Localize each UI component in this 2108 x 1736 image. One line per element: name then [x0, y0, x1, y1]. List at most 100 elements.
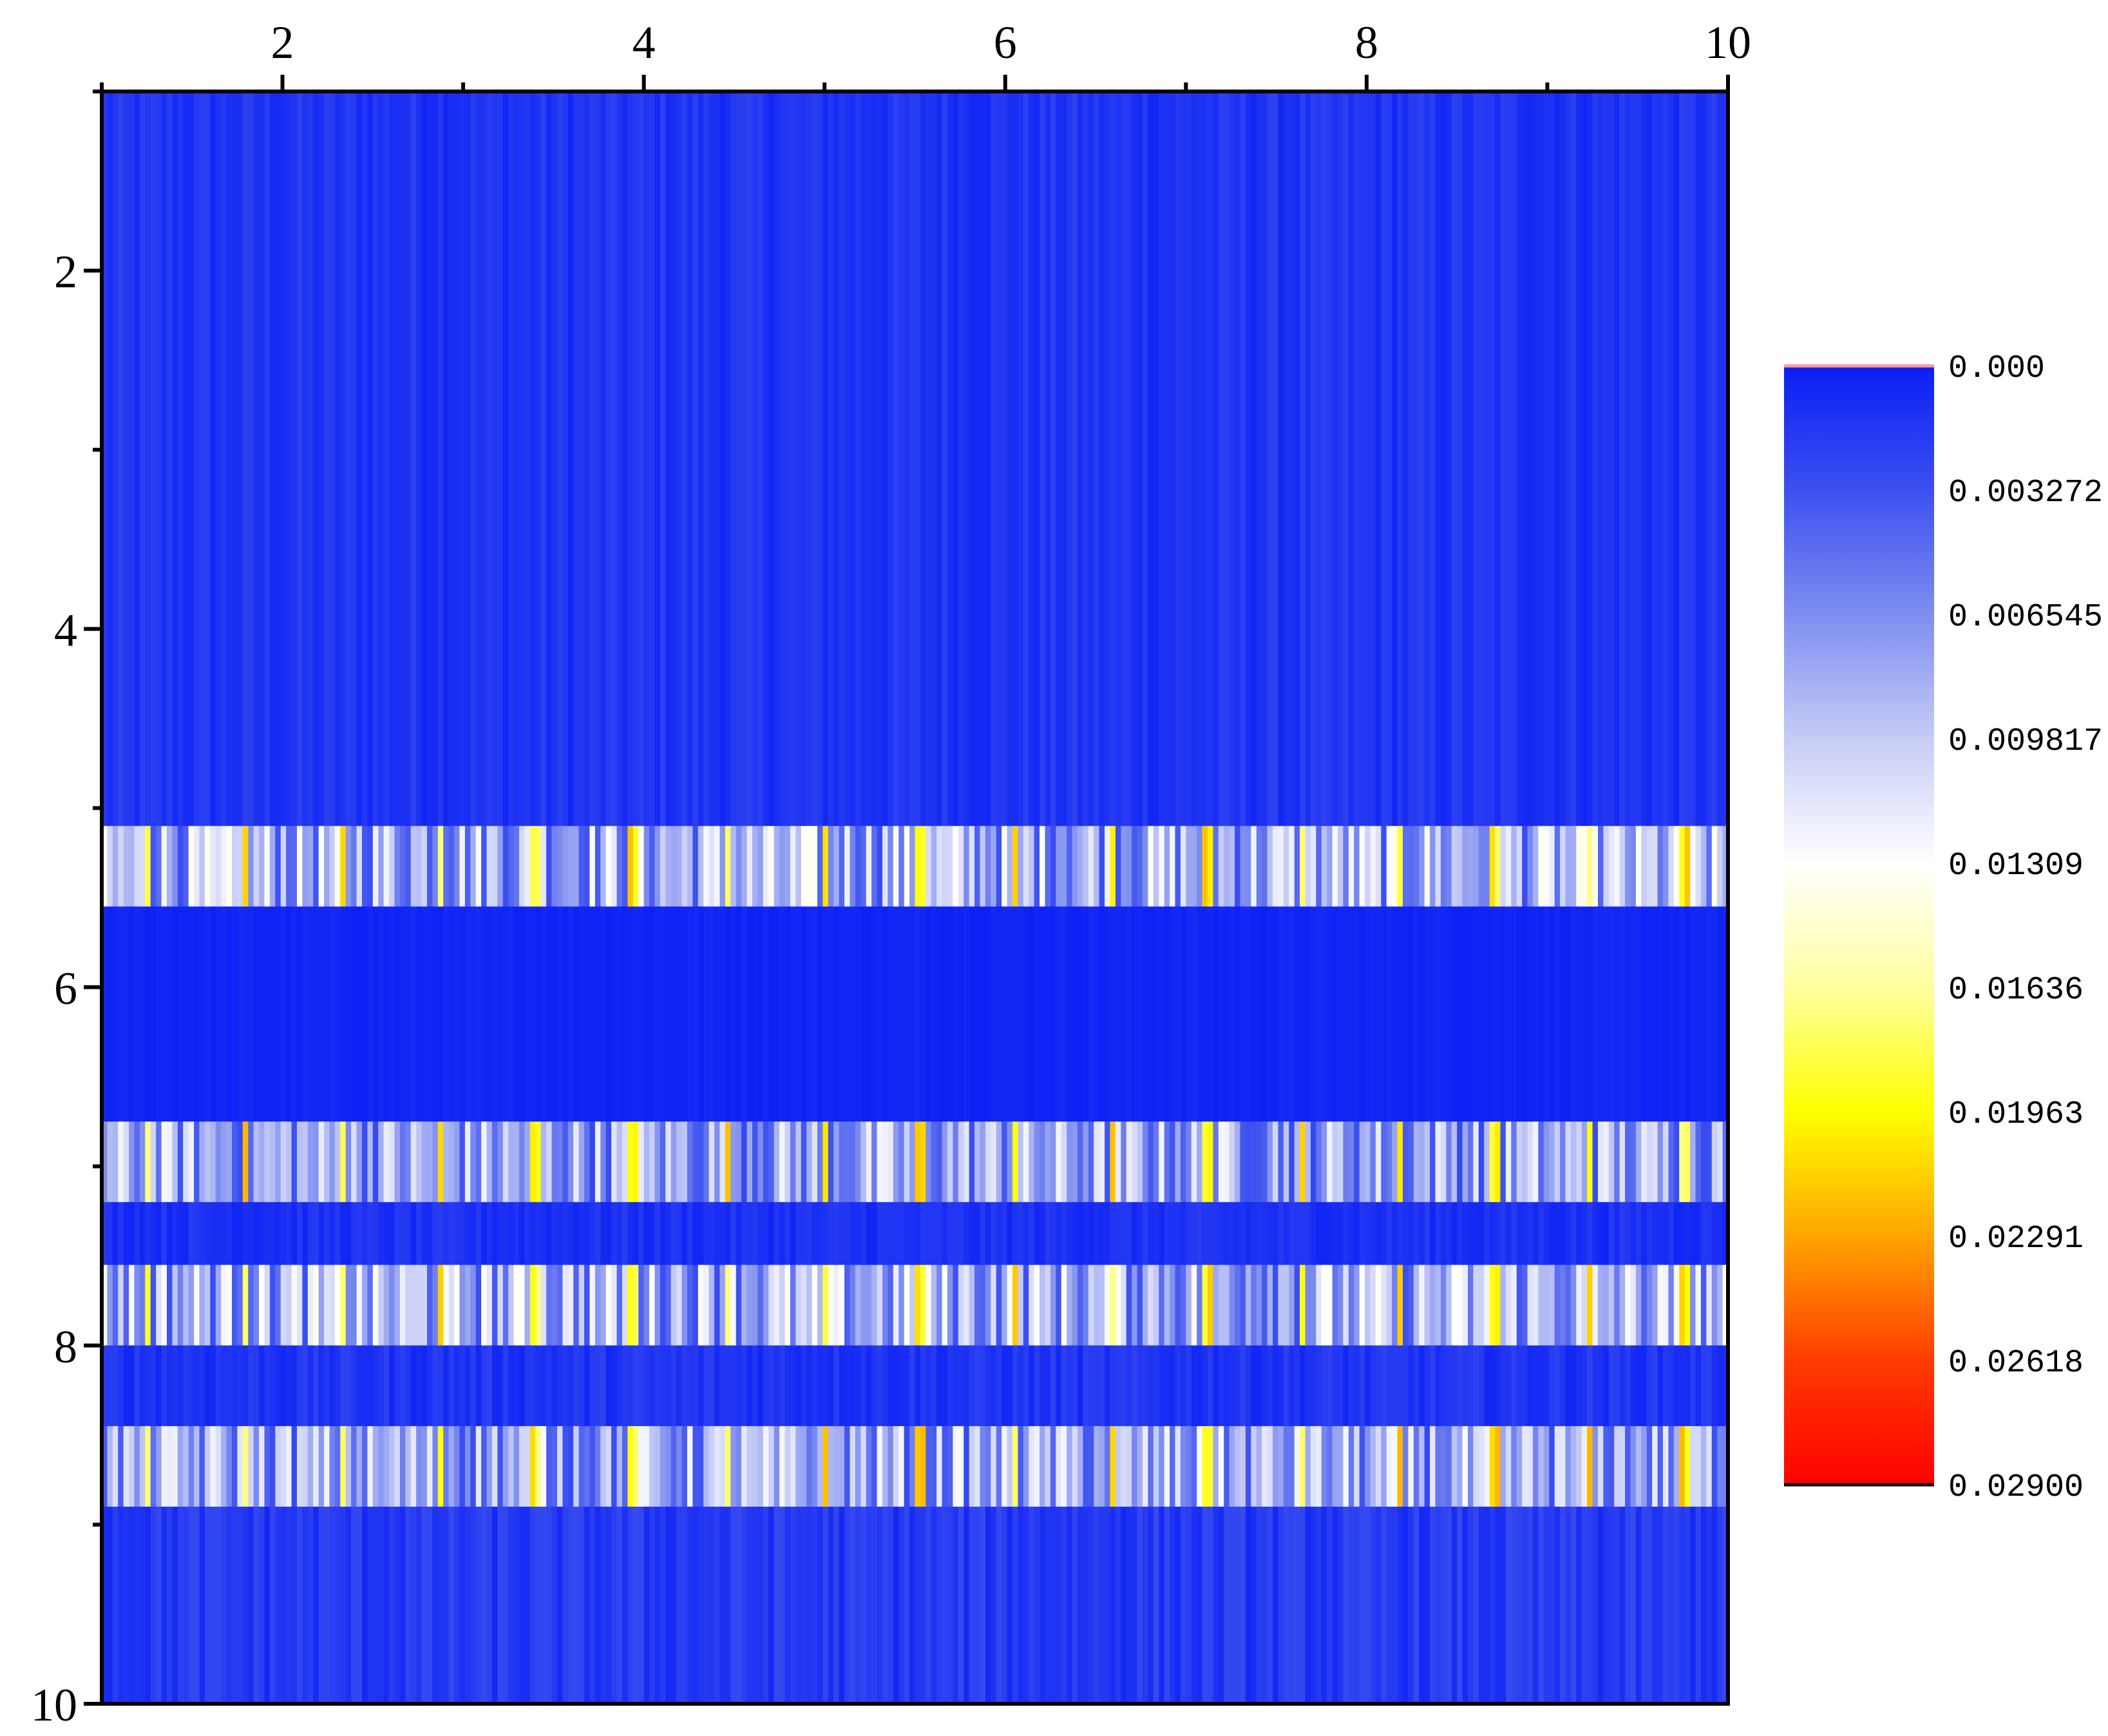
heatmap-cell — [763, 1507, 769, 1704]
heatmap-cell — [741, 1345, 748, 1426]
heatmap-cell — [1592, 826, 1599, 907]
heatmap-cell — [1251, 1507, 1257, 1704]
heatmap-cell — [167, 1202, 173, 1265]
heatmap-cell — [1002, 1426, 1008, 1507]
heatmap-cell — [1635, 1121, 1642, 1203]
heatmap-cell — [1392, 91, 1398, 826]
heatmap-cell — [1202, 1345, 1208, 1426]
heatmap-cell — [774, 1202, 780, 1265]
heatmap-cell — [1099, 91, 1105, 826]
heatmap-cell — [654, 1202, 661, 1265]
heatmap-cell — [888, 1121, 894, 1203]
heatmap-cell — [345, 826, 352, 907]
heatmap-cell — [1652, 1121, 1658, 1203]
heatmap-cell — [524, 1264, 531, 1346]
heatmap-cell — [1473, 1345, 1479, 1426]
heatmap-cell — [1034, 1426, 1040, 1507]
heatmap-cell — [1245, 1426, 1251, 1507]
heatmap-cell — [1570, 1426, 1577, 1507]
heatmap-cell — [378, 1345, 385, 1426]
heatmap-cell — [340, 1264, 347, 1346]
heatmap-cell — [129, 826, 135, 907]
heatmap-cell — [871, 1426, 878, 1507]
heatmap-cell — [698, 1507, 704, 1704]
heatmap-cell — [687, 906, 694, 1122]
heatmap-cell — [1251, 1264, 1257, 1346]
heatmap-cell — [557, 1345, 564, 1426]
heatmap-cell — [1711, 1507, 1718, 1704]
heatmap-cell — [302, 1345, 309, 1426]
heatmap-cell — [1191, 906, 1197, 1122]
heatmap-cell — [1679, 1264, 1685, 1346]
heatmap-cell — [784, 826, 791, 907]
heatmap-cell — [1397, 1264, 1403, 1346]
heatmap-cell — [985, 826, 991, 907]
heatmap-cell — [1029, 826, 1035, 907]
heatmap-cell — [768, 826, 775, 907]
heatmap-cell — [953, 1264, 959, 1346]
heatmap-cell — [757, 1426, 764, 1507]
x-tick-label: 4 — [632, 17, 656, 68]
heatmap-cell — [253, 1264, 260, 1346]
heatmap-cell — [584, 1345, 591, 1426]
heatmap-cell — [464, 1202, 471, 1265]
heatmap-cell — [1663, 1264, 1669, 1346]
heatmap-cell — [356, 1264, 363, 1346]
heatmap-cell — [1170, 1345, 1176, 1426]
heatmap-cell — [519, 1202, 526, 1265]
heatmap-cell — [1722, 1202, 1729, 1265]
heatmap-cell — [1153, 1345, 1159, 1426]
heatmap-cell — [1348, 906, 1354, 1122]
heatmap-cell — [573, 1345, 580, 1426]
heatmap-cell — [1538, 1202, 1544, 1265]
heatmap-cell — [167, 1426, 173, 1507]
heatmap-cell — [687, 1264, 694, 1346]
heatmap-cell — [969, 1264, 975, 1346]
heatmap-cell — [237, 826, 243, 907]
heatmap-cell — [524, 1202, 531, 1265]
heatmap-cell — [1657, 1507, 1664, 1704]
heatmap-cell — [632, 91, 639, 826]
heatmap-cell — [589, 91, 596, 826]
heatmap-cell — [649, 1202, 656, 1265]
heatmap-cell — [1067, 1426, 1073, 1507]
heatmap-cell — [1430, 1121, 1436, 1203]
heatmap-cell — [1267, 1121, 1273, 1203]
heatmap-cell — [1143, 1202, 1149, 1265]
heatmap-cell — [1468, 91, 1474, 826]
heatmap-cell — [204, 1345, 211, 1426]
heatmap-cell — [167, 1507, 173, 1704]
heatmap-cell — [784, 1121, 791, 1203]
heatmap-cell — [313, 906, 319, 1122]
heatmap-cell — [1256, 1345, 1262, 1426]
y-tick-label: 8 — [54, 1321, 77, 1373]
heatmap-cell — [1343, 1202, 1349, 1265]
heatmap-cell — [969, 1507, 975, 1704]
heatmap-cell — [1186, 1121, 1192, 1203]
heatmap-cell — [898, 1507, 905, 1704]
heatmap-cell — [893, 1121, 899, 1203]
heatmap-cell — [1576, 906, 1582, 1122]
heatmap-cell — [1641, 1264, 1647, 1346]
heatmap-cell — [481, 1426, 488, 1507]
heatmap-cell — [345, 906, 352, 1122]
heatmap-cell — [1679, 906, 1685, 1122]
heatmap-cell — [123, 1121, 129, 1203]
heatmap-cell — [1186, 1264, 1192, 1346]
heatmap-cell — [1500, 1121, 1506, 1203]
heatmap-cell — [774, 1264, 780, 1346]
heatmap-cell — [1235, 1345, 1241, 1426]
heatmap-cell — [177, 1345, 184, 1426]
heatmap-cell — [1565, 1426, 1572, 1507]
heatmap-cell — [112, 1426, 119, 1507]
heatmap-cell — [1484, 1202, 1490, 1265]
heatmap-cell — [291, 1202, 298, 1265]
heatmap-cell — [1105, 91, 1111, 826]
heatmap-cell — [1711, 1202, 1718, 1265]
heatmap-cell — [437, 1264, 444, 1346]
heatmap-cell — [1023, 1121, 1029, 1203]
heatmap-cell — [958, 91, 964, 826]
heatmap-cell — [1403, 1426, 1409, 1507]
heatmap-cell — [513, 1345, 520, 1426]
heatmap-cell — [1050, 1345, 1056, 1426]
